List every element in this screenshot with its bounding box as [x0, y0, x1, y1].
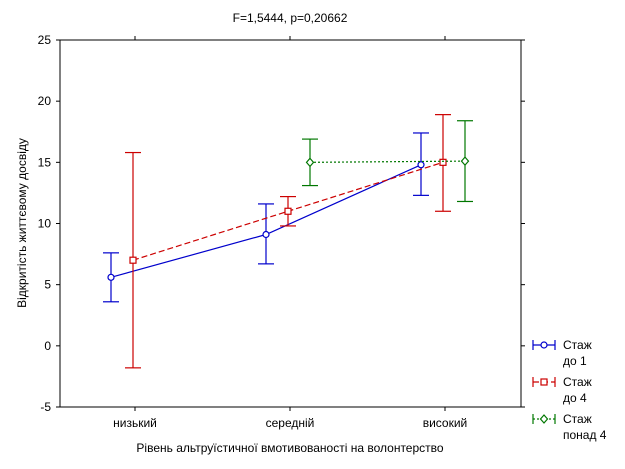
data-point [439, 158, 447, 166]
y-tick-label: -5 [40, 400, 51, 414]
legend-marker [540, 341, 548, 349]
legend-item-1: Стаж до 1 [532, 338, 592, 368]
y-axis-title: Відкритість життєвому досвіду [15, 138, 29, 308]
legend: Стаж до 1 Стаж до 4 Стаж понад 4 [532, 338, 607, 442]
legend-label: понад 4 [563, 428, 607, 442]
y-tick-label: 15 [38, 155, 52, 169]
x-tick-label: високий [423, 416, 468, 430]
legend-marker [540, 378, 548, 386]
y-axis: -5 0 5 10 15 20 25 [38, 33, 525, 414]
y-tick-label: 5 [44, 278, 51, 292]
data-point [460, 156, 470, 167]
legend-marker [539, 414, 549, 424]
legend-item-2: Стаж до 4 [532, 375, 592, 405]
x-axis-title: Рівень альтруїстичної вмотивованості на … [136, 441, 443, 455]
data-point [284, 207, 292, 215]
data-point [129, 256, 137, 264]
y-tick-label: 20 [38, 94, 52, 108]
chart-title: F=1,5444, p=0,20662 [233, 11, 348, 25]
data-point [305, 157, 315, 168]
x-tick-label: середній [266, 416, 315, 430]
legend-label: Стаж [563, 338, 592, 352]
legend-label: Стаж [563, 375, 592, 389]
x-axis: низький середній високий [113, 36, 467, 430]
y-tick-label: 10 [38, 217, 52, 231]
series-layer [103, 114, 473, 369]
y-tick-label: 25 [38, 33, 52, 47]
x-tick-label: низький [113, 416, 157, 430]
legend-item-3: Стаж понад 4 [532, 412, 607, 442]
series-2 [125, 114, 451, 369]
series-line [309, 160, 466, 163]
legend-label: до 1 [563, 354, 587, 368]
data-point [417, 161, 425, 169]
legend-label: до 4 [563, 391, 587, 405]
y-tick-label: 0 [44, 339, 51, 353]
series-1 [103, 132, 429, 303]
legend-label: Стаж [563, 412, 592, 426]
data-point [262, 230, 270, 239]
data-point [107, 273, 115, 281]
series-3 [302, 120, 473, 203]
